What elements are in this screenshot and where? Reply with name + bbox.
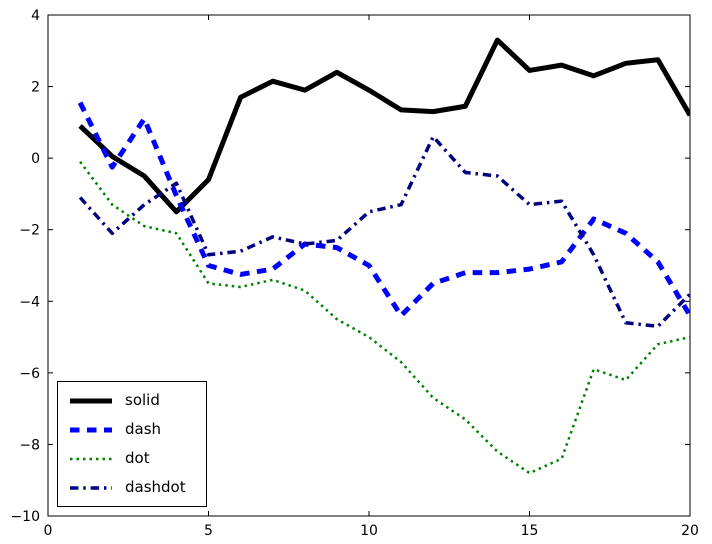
legend-line-sample	[70, 398, 112, 403]
x-tick-label: 5	[204, 523, 213, 539]
legend-item-dash: dash	[70, 422, 194, 437]
y-tick-label: −6	[19, 366, 40, 382]
x-tick-label: 20	[681, 523, 699, 539]
legend-label: solid	[125, 391, 160, 409]
y-tick-label: 2	[31, 80, 40, 96]
legend-item-dashdot: dashdot	[70, 480, 194, 495]
series-line-dash	[77, 101, 690, 319]
series-line-dashdot	[78, 134, 690, 329]
x-tick-label: 10	[360, 523, 378, 539]
legend-item-dot: dot	[70, 451, 194, 466]
y-tick-label: 0	[31, 151, 40, 167]
series-line-dot	[79, 160, 690, 475]
legend: solid dash dot dashdot	[57, 381, 207, 507]
y-tick-label: 4	[31, 8, 40, 24]
legend-label: dot	[125, 449, 150, 467]
legend-line-sample	[70, 457, 112, 460]
legend-line-sample	[70, 485, 112, 490]
x-tick-label: 15	[521, 523, 539, 539]
x-tick-label: 0	[44, 523, 53, 539]
legend-item-solid: solid	[70, 393, 194, 408]
y-tick-label: −8	[19, 437, 40, 453]
legend-label: dash	[125, 420, 162, 438]
y-tick-label: −10	[10, 509, 40, 525]
y-tick-label: −2	[19, 223, 40, 239]
legend-label: dashdot	[125, 478, 186, 496]
legend-line-sample	[70, 427, 112, 432]
y-tick-label: −4	[19, 294, 40, 310]
series-group	[77, 37, 690, 475]
